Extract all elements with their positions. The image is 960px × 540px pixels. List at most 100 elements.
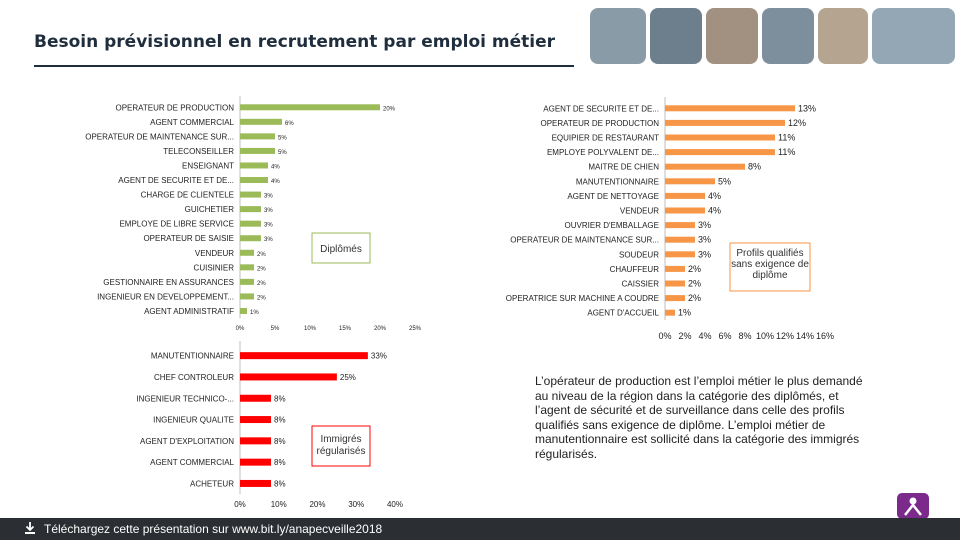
data-label: 12% [788,118,806,128]
category-label: AGENT DE NETTOYAGE [567,192,659,201]
bar [665,222,695,229]
bar [665,105,795,112]
bar [240,206,261,213]
data-label: 1% [250,310,259,316]
chart-immigres-legend-box [311,425,371,467]
data-label: 1% [678,308,691,318]
data-label: 2% [688,264,701,274]
data-label: 20% [383,106,396,112]
tick-label: 4% [698,331,711,341]
chart-qualifies-legend: Profils qualifiés sans exigence de diplôme [731,248,809,281]
data-label: 8% [274,479,286,488]
bar [665,207,705,214]
bar [665,295,685,302]
bar [240,118,282,125]
category-label: ACHETEUR [190,479,234,488]
category-label: AGENT DE SECURITE ET DE... [118,176,234,185]
bar [240,437,271,445]
header-photo-strip [590,8,955,64]
tick-label: 0% [658,331,671,341]
category-label: OPERATEUR DE SAISIE [143,234,234,243]
category-label: AGENT COMMERCIAL [150,118,234,127]
bar [240,191,261,198]
data-label: 2% [257,295,266,301]
data-label: 2% [688,279,701,289]
bar [665,309,675,316]
category-label: INGENIEUR QUALITE [153,416,234,425]
tick-label: 10% [756,331,774,341]
page-title: Besoin prévisionnel en recrutement par e… [34,32,556,52]
bar [240,162,268,169]
data-label: 8% [274,416,286,425]
data-label: 4% [271,179,280,185]
data-label: 8% [274,394,286,403]
chart-diplomes-legend: Diplômés [320,244,362,255]
bar [240,133,275,140]
category-label: CHAUFFEUR [610,265,660,274]
category-label: CAISSIER [622,280,660,289]
data-label: 3% [264,237,273,243]
bar [240,293,254,300]
tick-label: 10% [271,500,287,509]
category-label: EMPLOYE DE LIBRE SERVICE [119,220,234,229]
category-label: INGENIEUR TECHNICO-... [136,394,234,403]
data-label: 5% [718,176,731,186]
category-label: OPERATEUR DE MAINTENANCE SUR... [510,236,659,245]
category-label: GUICHETIER [185,205,235,214]
category-label: MANUTENTIONNAIRE [151,352,234,361]
category-label: TELECONSEILLER [163,147,234,156]
footer-download-link[interactable]: Téléchargez cette présentation sur www.b… [44,522,383,536]
data-label: 25% [340,373,356,382]
tick-label: 6% [718,331,731,341]
category-label: AGENT ADMINISTRATIF [144,307,234,316]
tick-label: 16% [816,331,834,341]
data-label: 4% [271,164,280,170]
bar [240,249,254,256]
data-label: 13% [798,103,816,113]
bar [240,394,271,402]
category-label: CHEF CONTROLEUR [154,373,234,382]
category-label: AGENT D'EXPLOITATION [140,437,234,446]
category-label: OPERATEUR DE PRODUCTION [115,103,234,112]
data-label: 11% [778,147,795,157]
tick-label: 0% [234,500,246,509]
data-label: 2% [257,252,266,258]
category-label: EQUIPIER DE RESTAURANT [552,134,660,143]
category-label: VENDEUR [195,249,234,258]
data-label: 11% [778,133,795,143]
bar [240,235,261,242]
bar [665,280,685,287]
bar [240,104,380,111]
tick-label: 12% [776,331,794,341]
data-label: 3% [698,235,711,245]
chart-qualifies-legend-box [729,242,811,292]
data-label: 4% [708,206,721,216]
bar [665,134,775,141]
bar [665,119,785,126]
data-label: 6% [285,121,294,127]
bar [240,220,261,227]
category-label: GESTIONNAIRE EN ASSURANCES [103,278,234,287]
tick-label: 25% [409,326,422,332]
bar [665,251,695,258]
bar [665,149,775,156]
category-label: OUVRIER D'EMBALLAGE [565,221,659,230]
bar [240,307,247,314]
bar [240,264,254,271]
download-icon [25,522,35,534]
data-label: 8% [274,458,286,467]
category-label: ENSEIGNANT [182,161,234,170]
data-label: 8% [748,162,761,172]
bar [240,458,271,466]
category-label: AGENT DE SECURITE ET DE... [543,104,659,113]
category-label: VENDEUR [620,207,659,216]
category-label: CUISINIER [194,263,235,272]
data-label: 5% [278,135,287,141]
data-label: 33% [371,352,387,361]
category-label: SOUDEUR [619,250,659,259]
data-label: 3% [264,223,273,229]
footer-bar: Téléchargez cette présentation sur www.b… [0,518,960,540]
category-label: OPERATRICE SUR MACHINE A COUDRE [506,294,659,303]
